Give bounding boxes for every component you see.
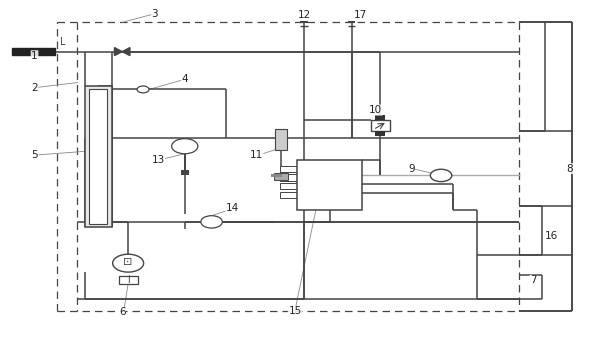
- Circle shape: [201, 216, 222, 228]
- Bar: [275, 129, 287, 150]
- Text: 2: 2: [31, 83, 38, 93]
- Bar: [89, 89, 107, 224]
- Bar: [375, 131, 385, 136]
- Text: ⊡: ⊡: [123, 257, 133, 268]
- Text: L: L: [60, 37, 65, 47]
- Bar: [181, 170, 189, 175]
- Circle shape: [113, 254, 144, 272]
- Circle shape: [137, 86, 149, 93]
- Polygon shape: [114, 47, 122, 56]
- Bar: [280, 166, 297, 172]
- Bar: [119, 276, 138, 284]
- Text: i: i: [127, 275, 129, 285]
- Bar: [274, 173, 288, 180]
- Polygon shape: [122, 47, 130, 56]
- Text: 6: 6: [119, 307, 126, 318]
- Text: 13: 13: [151, 155, 164, 165]
- Text: 17: 17: [354, 10, 367, 21]
- Bar: [280, 192, 297, 198]
- Text: 1: 1: [31, 51, 38, 61]
- Text: 16: 16: [545, 230, 558, 241]
- Bar: [375, 115, 385, 120]
- Bar: [297, 160, 362, 210]
- Text: 5: 5: [31, 150, 38, 160]
- Text: 7: 7: [530, 275, 537, 286]
- Text: 8: 8: [566, 163, 573, 174]
- Bar: [280, 183, 297, 189]
- Text: 10: 10: [369, 105, 382, 115]
- Text: 11: 11: [250, 150, 263, 161]
- Bar: [280, 174, 297, 181]
- Text: 12: 12: [297, 10, 311, 21]
- Bar: [371, 120, 390, 131]
- Text: 3: 3: [151, 9, 159, 19]
- Bar: [271, 174, 282, 177]
- Text: 14: 14: [226, 203, 239, 213]
- Circle shape: [430, 169, 452, 182]
- Bar: [12, 48, 55, 55]
- Text: 4: 4: [181, 74, 188, 84]
- Bar: [85, 86, 112, 227]
- Text: 9: 9: [408, 163, 415, 174]
- Circle shape: [172, 139, 198, 154]
- Text: 15: 15: [288, 306, 302, 316]
